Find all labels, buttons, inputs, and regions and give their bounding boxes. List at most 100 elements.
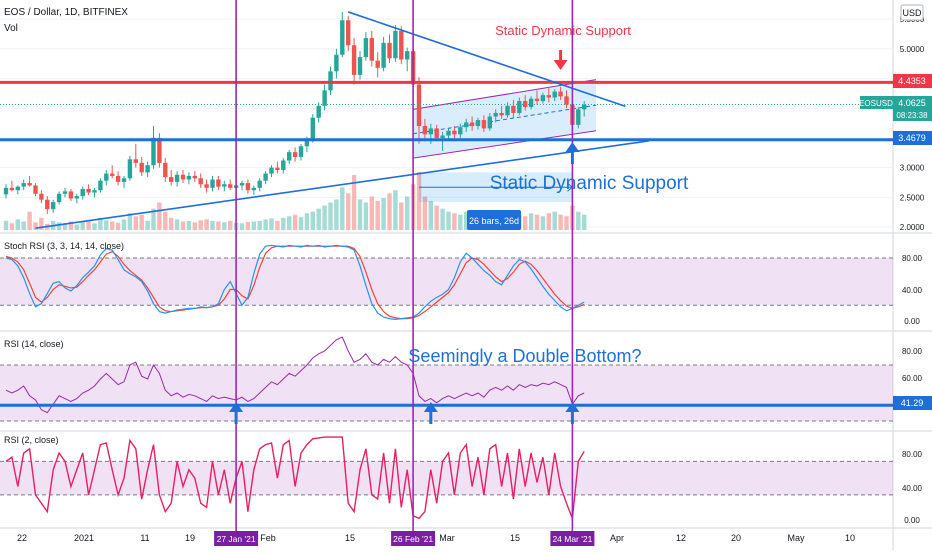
- candle-body: [546, 95, 551, 98]
- candle-body: [222, 184, 227, 187]
- candle-body: [375, 60, 380, 68]
- range-label: 26 bars, 26d: [469, 216, 519, 226]
- volume-bar: [275, 220, 280, 230]
- candle-body: [174, 174, 180, 182]
- volume-bar: [157, 202, 162, 230]
- volume-bar: [98, 217, 103, 230]
- candle-body: [216, 179, 221, 187]
- x-tick-label: 22: [17, 533, 27, 543]
- candle-body: [198, 178, 203, 185]
- resistance-price-text: 4.4353: [898, 76, 926, 86]
- volume-bar: [33, 222, 38, 230]
- volume-bar: [27, 211, 32, 230]
- rsi2-tick-0: 0.00: [904, 516, 920, 525]
- x-tick-label: 15: [345, 533, 355, 543]
- rsi2-tick-40: 40.00: [902, 484, 923, 493]
- volume-label: Vol: [4, 23, 18, 34]
- volume-bar: [558, 214, 563, 230]
- top-support-annotation: Static Dynamic Support: [495, 23, 631, 38]
- x-tick-label: 11: [140, 533, 149, 543]
- volume-bar: [304, 213, 310, 230]
- candle-body: [564, 96, 569, 105]
- volume-bar: [464, 211, 469, 230]
- volume-bar: [74, 224, 79, 230]
- volume-bar: [322, 205, 327, 230]
- price-tick-label: 2.5000: [900, 193, 925, 202]
- volume-bar: [127, 213, 133, 230]
- candle-body: [446, 130, 451, 136]
- volume-bar: [86, 220, 91, 230]
- candle-body: [464, 122, 469, 128]
- price-tick-label: 2.0000: [900, 223, 925, 232]
- volume-bar: [133, 216, 138, 230]
- volume-bar: [393, 190, 398, 230]
- stoch-tick-40: 40.00: [902, 286, 923, 295]
- rsi2-band: [0, 461, 893, 495]
- stoch-band: [0, 258, 893, 306]
- volume-bar: [422, 196, 428, 230]
- support-price-text: 3.4679: [898, 133, 926, 143]
- vertical-marker-label: 26 Feb '21: [393, 534, 433, 544]
- vertical-marker-label: 27 Jan '21: [217, 534, 256, 544]
- candle-body: [499, 112, 504, 116]
- candle-body: [558, 91, 563, 97]
- candle-body: [204, 184, 209, 188]
- volume-bar: [346, 193, 351, 230]
- rsi14-arrow-3-head: [565, 402, 580, 412]
- resistance-price-tag: [893, 74, 932, 88]
- x-tick-label: 20: [731, 533, 741, 543]
- volume-bar: [139, 214, 144, 230]
- currency-badge[interactable]: [900, 4, 924, 21]
- price-tick-label: 5.0000: [900, 45, 925, 54]
- x-tick-label: 12: [676, 533, 686, 543]
- stoch-tick-80: 80.00: [902, 254, 923, 263]
- candle-body: [27, 183, 32, 186]
- volume-bar: [192, 222, 197, 230]
- candle-body: [393, 30, 398, 59]
- candle-body: [180, 174, 186, 180]
- volume-bar: [263, 219, 268, 230]
- stoch-k-line: [5, 244, 585, 321]
- rsi2-title: RSI (2, close): [4, 435, 59, 445]
- x-tick-label: Apr: [610, 533, 624, 543]
- volume-bar: [528, 213, 534, 230]
- candle-body: [39, 193, 44, 200]
- rsi2-tick-80: 80.00: [902, 450, 923, 459]
- candle-body: [416, 84, 422, 127]
- candle-body: [304, 140, 310, 147]
- volume-bar: [21, 221, 26, 230]
- price-tick-label: 3.0000: [900, 164, 925, 173]
- volume-bar: [328, 202, 333, 230]
- volume-bar: [351, 175, 357, 230]
- candle-body: [228, 184, 233, 188]
- volume-bar: [228, 220, 233, 230]
- volume-bar: [340, 187, 345, 230]
- candle-body: [387, 42, 392, 59]
- candle-body: [357, 57, 363, 75]
- volume-bar: [582, 214, 587, 230]
- candle-body: [56, 193, 62, 203]
- candle-body: [298, 146, 304, 157]
- rsi14-line: [5, 336, 585, 414]
- range-label-box: [467, 210, 521, 230]
- volume-bar: [169, 217, 174, 230]
- candle-body: [452, 130, 457, 135]
- stoch-title: Stoch RSI (3, 3, 14, 14, close): [4, 241, 124, 251]
- rsi14-band: [0, 365, 893, 421]
- volume-bar: [80, 222, 85, 230]
- candle-body: [145, 165, 150, 173]
- candle-body: [310, 117, 315, 141]
- currency-label: USD: [902, 8, 922, 18]
- current-price-text: 4.0625: [898, 98, 926, 108]
- support-arrow-head: [565, 142, 580, 152]
- candle-body: [340, 20, 345, 55]
- candle-body: [121, 178, 127, 182]
- volume-bar: [269, 218, 274, 230]
- volume-bar: [210, 220, 215, 230]
- candle-body: [346, 20, 351, 46]
- candle-body: [127, 159, 133, 179]
- volume-bar: [576, 211, 581, 230]
- volume-bar: [399, 202, 404, 230]
- volume-bar: [251, 221, 256, 230]
